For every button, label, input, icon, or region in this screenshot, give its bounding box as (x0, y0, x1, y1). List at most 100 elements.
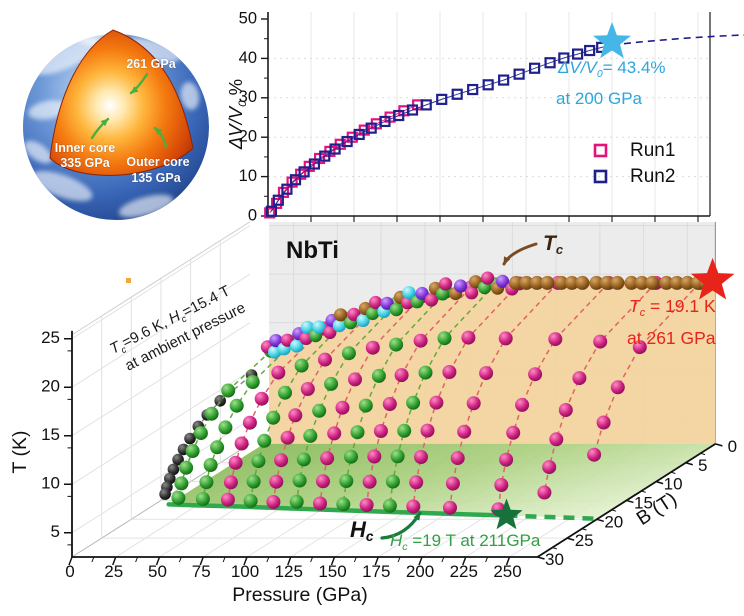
pressure-minor-tick (178, 556, 182, 563)
dome-edge-sphere-cyan (332, 319, 346, 333)
pressure-minor-tick (353, 556, 357, 563)
data-point-sphere-magenta (515, 397, 530, 412)
pressure-tick-label: 125 (275, 562, 303, 581)
data-point-sphere-green (344, 449, 358, 464)
text-part: H (390, 531, 403, 550)
data-point-sphere-magenta (610, 380, 625, 395)
b-tick (626, 499, 634, 504)
pressure-minor-tick (222, 556, 226, 563)
pressure-tick-label: 75 (192, 562, 211, 581)
dome-top-sphere-brown (634, 275, 649, 290)
hc-arrow (380, 511, 422, 540)
data-point-sphere-green (339, 474, 354, 488)
tc-value-line2: at 261 GPa (627, 328, 716, 348)
annotation-dvv0-line2: at 200 GPa (556, 89, 643, 108)
dome-top-sphere-brown (659, 275, 674, 290)
b-tick-label: 25 (575, 531, 594, 550)
dome-edge-sphere-cyan (356, 313, 370, 327)
data-point-sphere-green (193, 426, 208, 441)
data-marker-run2 (281, 183, 293, 195)
b-minor-tick (641, 490, 646, 493)
dome-edge-sphere-green (389, 303, 403, 317)
hc-arrow-label: Hc (350, 517, 374, 544)
dome-top-sphere-brown (645, 275, 660, 290)
b-tick-label: 10 (664, 475, 683, 494)
dome-edge-sphere-magenta (481, 271, 495, 285)
subscript: 0 (597, 68, 603, 80)
data-marker-run2 (451, 88, 463, 100)
data-point-sphere-green (195, 492, 210, 506)
data-point-sphere-magenta (335, 400, 350, 415)
cloud (32, 37, 100, 75)
superconducting-dome (269, 282, 716, 444)
b-tick-label: 20 (604, 512, 623, 531)
dome-top-sphere-brown (575, 275, 590, 290)
data-point-sphere-green (292, 473, 307, 488)
pressure-tick (68, 556, 73, 566)
data-point-sphere-green (382, 498, 397, 513)
y-tick-label: 0 (248, 206, 257, 224)
dome-top-sphere-brown (610, 275, 625, 290)
data-point-sphere-magenta (429, 395, 444, 410)
legend-label-run1: Run1 (630, 140, 675, 161)
dome-edge-sphere-purple (415, 286, 429, 301)
material-label: NbTi (286, 237, 339, 264)
pressure-tick (112, 556, 117, 566)
y-tick-label: 50 (239, 9, 257, 27)
y-tick-label: 40 (239, 49, 257, 67)
data-point-sphere-magenta (318, 352, 332, 367)
tc-arrow (502, 242, 538, 266)
data-point-sphere-magenta (348, 372, 362, 387)
data-marker-run2 (467, 83, 479, 96)
y-tick-label: 30 (239, 88, 257, 106)
data-point-sphere-magenta (367, 449, 382, 464)
annotation-dvv0: ΔV/V0= 43.4% (557, 58, 666, 80)
dome-top-sphere-brown (680, 275, 695, 290)
y-axis-label: ΔV/V0 % (225, 79, 249, 150)
pressure-minor-tick (397, 556, 401, 563)
dome-edge-sphere-purple (380, 296, 394, 310)
data-marker-run2 (329, 143, 341, 155)
data-marker-run2 (298, 166, 310, 178)
dome-edge-sphere-magenta (424, 293, 438, 307)
data-marker-run2 (272, 194, 284, 206)
data-point-sphere-magenta (548, 332, 563, 347)
data-point-sphere-magenta (506, 425, 521, 440)
b-minor-tick (670, 471, 676, 474)
b-tick (537, 556, 545, 560)
pressure-tick-label: 175 (362, 562, 390, 581)
dome-top-sphere-brown (564, 275, 579, 290)
data-point-sphere-green (251, 454, 266, 469)
data-point-sphere-green (312, 403, 327, 418)
data-point-sphere-magenta (288, 408, 303, 423)
t-tick-label: 25 (41, 328, 60, 347)
text-part: = 43.4% (603, 58, 666, 77)
data-point-sphere-green (390, 449, 405, 464)
tc-value-line1: Tc = 19.1 K (629, 296, 716, 319)
cloud (24, 140, 52, 164)
data-point-sphere-magenta (316, 474, 330, 489)
data-point-sphere-magenta (409, 475, 424, 490)
cloud (31, 170, 93, 202)
data-marker-run2 (406, 104, 419, 116)
pressure-minor-tick (91, 556, 95, 563)
data-point-sphere-magenta (593, 334, 608, 349)
t-tick-label: 20 (41, 377, 60, 396)
data-point-sphere-green (257, 433, 272, 448)
data-marker-run2 (365, 122, 377, 134)
earth-label-261gpa: 261 GPa (126, 57, 176, 71)
data-point-sphere-magenta (320, 451, 335, 466)
data-point-sphere-magenta (528, 367, 543, 382)
data-point-sphere-magenta (223, 475, 238, 490)
b-tick (685, 462, 693, 466)
data-point-sphere-magenta (359, 498, 374, 512)
data-marker-run2 (544, 57, 556, 69)
pressure-axis-label: Pressure (GPa) (232, 584, 367, 606)
data-point-sphere-magenta (420, 423, 435, 438)
text-part: =19 T at 211GPa (408, 531, 541, 550)
data-point-sphere-green (336, 497, 351, 512)
dome-top-sphere-brown (508, 275, 523, 290)
data-point-sphere-magenta (228, 455, 243, 470)
pressure-tick-label: 150 (318, 562, 346, 581)
data-marker-run2 (436, 93, 448, 105)
